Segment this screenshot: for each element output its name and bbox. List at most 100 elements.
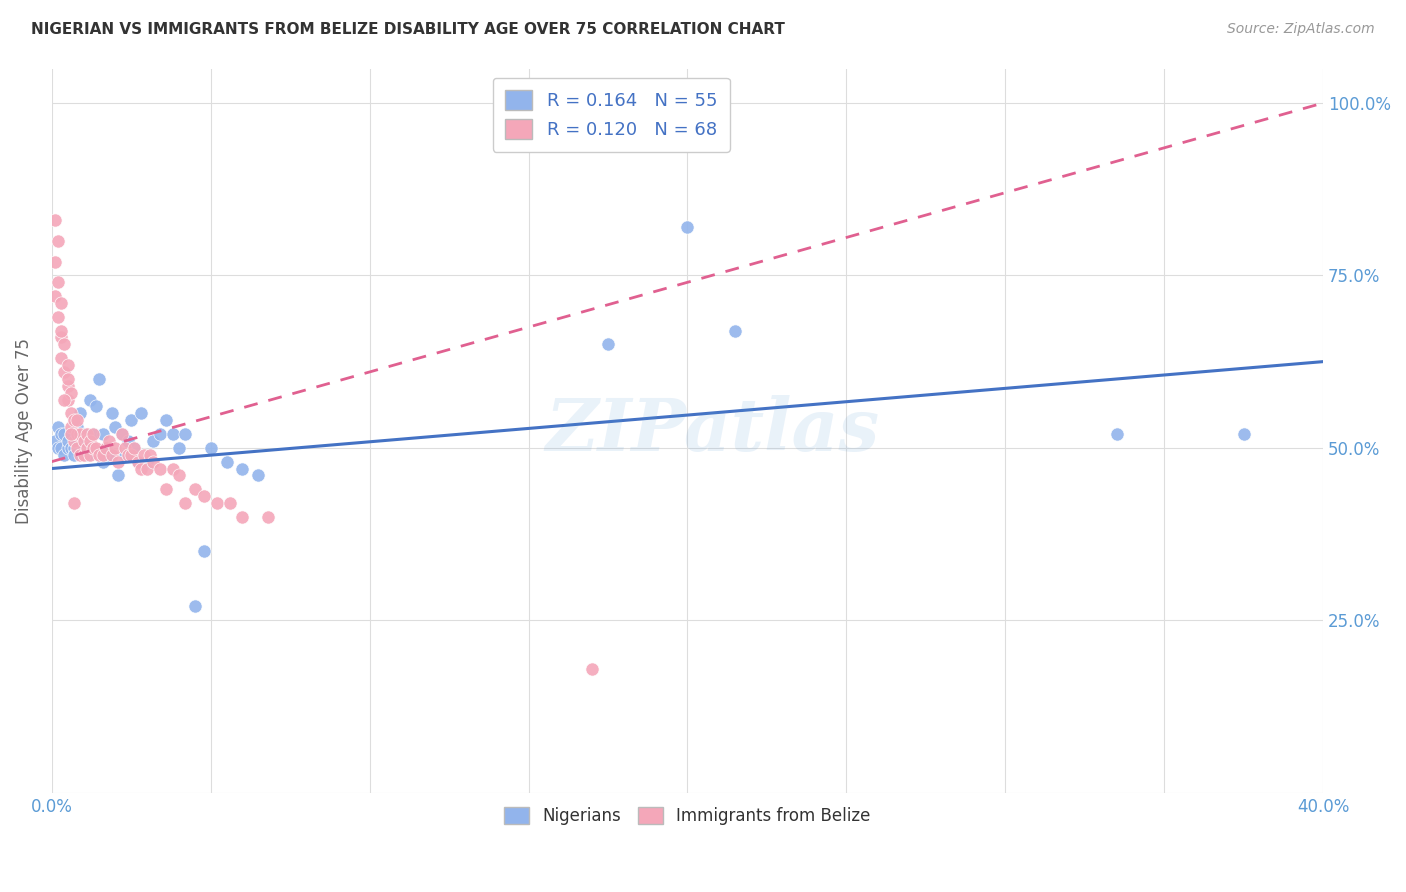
Point [69, 448, 91, 462]
Point [111, 427, 134, 442]
Point [124, 441, 146, 455]
Legend: Nigerians, Immigrants from Belize: Nigerians, Immigrants from Belize [495, 797, 880, 835]
Point [72, 434, 94, 448]
Point [1105, 427, 1128, 442]
Point [53, 427, 76, 442]
Point [724, 324, 747, 338]
Point [63, 448, 86, 462]
Point [51, 427, 73, 442]
Point [79, 392, 101, 407]
Point [59, 385, 82, 400]
Text: ZIPatlas: ZIPatlas [546, 395, 880, 467]
Point [63, 441, 86, 455]
Point [200, 441, 222, 455]
Point [79, 434, 101, 448]
Point [66, 413, 89, 427]
Point [46, 310, 69, 324]
Point [66, 427, 89, 442]
Point [51, 296, 73, 310]
Point [117, 434, 139, 448]
Point [91, 427, 114, 442]
Y-axis label: Disability Age Over 75: Disability Age Over 75 [15, 337, 32, 524]
Point [142, 434, 165, 448]
Point [155, 482, 177, 496]
Point [132, 448, 155, 462]
Point [127, 455, 149, 469]
Point [231, 509, 253, 524]
Point [149, 461, 172, 475]
Point [139, 448, 162, 462]
Point [56, 378, 79, 392]
Point [44, 434, 66, 448]
Point [46, 275, 69, 289]
Point [76, 441, 98, 455]
Point [101, 406, 124, 420]
Point [149, 427, 172, 442]
Point [193, 544, 215, 558]
Point [82, 427, 104, 442]
Point [84, 441, 107, 455]
Point [127, 455, 149, 469]
Point [44, 289, 66, 303]
Point [56, 434, 79, 448]
Point [167, 468, 190, 483]
Point [53, 392, 76, 407]
Point [44, 254, 66, 268]
Point [218, 496, 240, 510]
Point [72, 448, 94, 462]
Point [63, 496, 86, 510]
Point [79, 448, 101, 462]
Point [56, 392, 79, 407]
Point [51, 441, 73, 455]
Point [174, 496, 197, 510]
Point [247, 468, 270, 483]
Point [193, 489, 215, 503]
Point [184, 599, 207, 614]
Point [46, 420, 69, 434]
Point [72, 441, 94, 455]
Point [66, 420, 89, 434]
Point [114, 448, 136, 462]
Point [596, 337, 619, 351]
Point [56, 358, 79, 372]
Point [142, 455, 165, 469]
Point [69, 406, 91, 420]
Point [205, 496, 228, 510]
Point [97, 448, 120, 462]
Point [676, 220, 699, 235]
Point [1233, 427, 1256, 442]
Point [76, 427, 98, 442]
Point [46, 441, 69, 455]
Point [129, 406, 152, 420]
Point [91, 448, 114, 462]
Point [155, 413, 177, 427]
Point [136, 461, 159, 475]
Point [63, 434, 86, 448]
Point [56, 372, 79, 386]
Point [51, 330, 73, 344]
Point [53, 337, 76, 351]
Point [162, 427, 184, 442]
Point [101, 448, 124, 462]
Point [84, 400, 107, 414]
Point [59, 427, 82, 442]
Point [59, 441, 82, 455]
Point [114, 441, 136, 455]
Point [97, 434, 120, 448]
Point [167, 441, 190, 455]
Point [51, 324, 73, 338]
Point [124, 441, 146, 455]
Point [111, 427, 134, 442]
Point [94, 441, 117, 455]
Point [53, 365, 76, 379]
Point [66, 441, 89, 455]
Point [89, 448, 111, 462]
Point [174, 427, 197, 442]
Point [69, 427, 91, 442]
Point [56, 441, 79, 455]
Point [94, 441, 117, 455]
Point [107, 455, 129, 469]
Point [89, 372, 111, 386]
Point [66, 434, 89, 448]
Point [82, 441, 104, 455]
